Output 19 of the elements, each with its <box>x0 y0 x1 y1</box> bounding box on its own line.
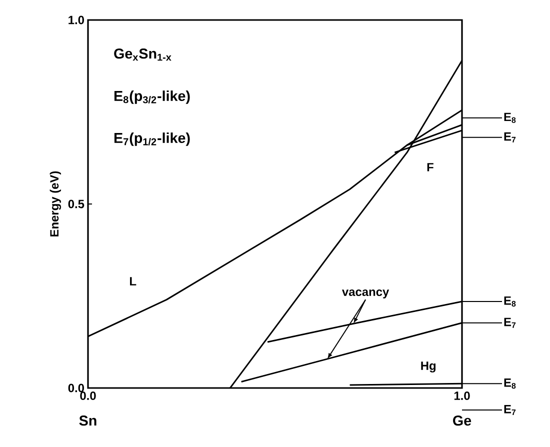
y-tick-label: 0.0 <box>68 384 84 392</box>
annotation: E$_{7}$(p$_{1/2}$-like) <box>114 132 190 146</box>
y-axis-title: Energy (eV) <box>50 171 62 236</box>
annotation: E$_{8}$(p$_{3/2}$-like) <box>114 90 190 104</box>
text: E$_{8}$ <box>504 378 516 389</box>
annotation: Hg <box>421 362 436 372</box>
text: E$_{7}$ <box>504 404 516 416</box>
annotation: F <box>427 163 434 172</box>
annotation: vacancy <box>342 289 390 298</box>
y-tick-label: 0.5 <box>68 200 84 208</box>
annotation: Ge$_{x}$Sn$_{1-x}$ <box>114 48 172 61</box>
text: E$_{7}$ <box>504 318 516 328</box>
text: Sn <box>79 416 96 426</box>
y-tick-label: 1.0 <box>68 16 84 24</box>
text: Ge <box>453 416 472 426</box>
text: E$_{8}$ <box>504 296 516 307</box>
text: E$_{7}$ <box>504 132 516 142</box>
text: E$_{8}$ <box>504 112 516 123</box>
annotation: L <box>130 277 136 286</box>
